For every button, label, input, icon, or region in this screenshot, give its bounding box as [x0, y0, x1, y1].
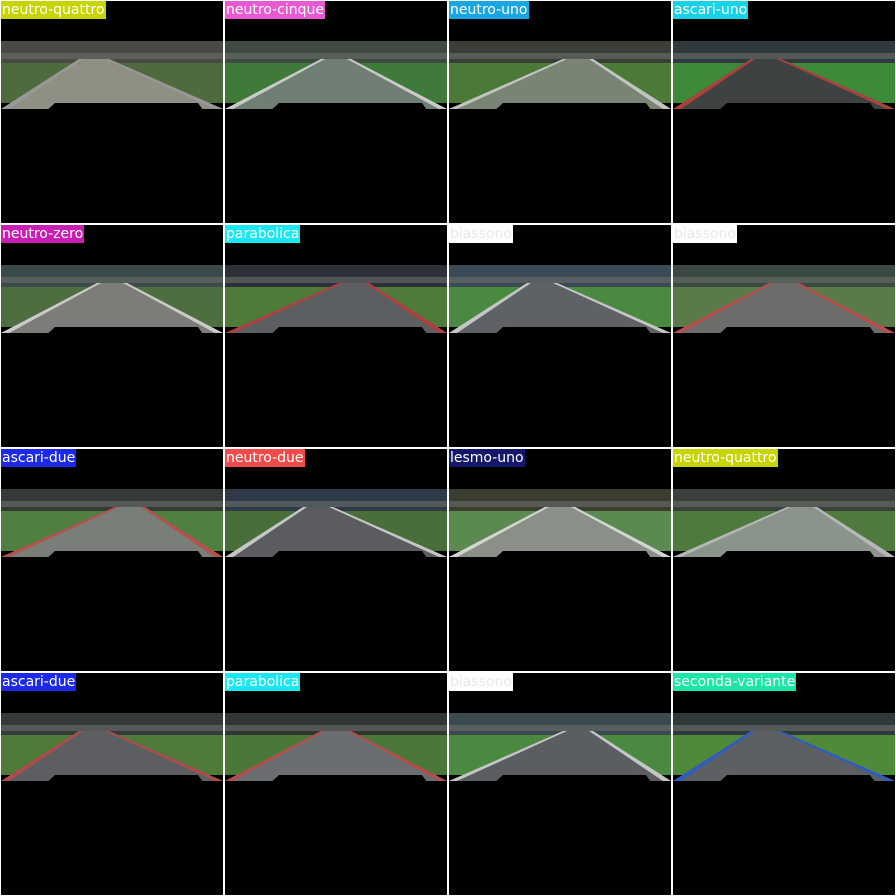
sector-label: neutro-cinque — [225, 1, 326, 19]
camera-frame-tile: neutro-quattro — [673, 449, 895, 671]
sector-label: neutro-zero — [1, 225, 85, 243]
sector-label: neutro-due — [225, 449, 305, 467]
camera-frame-tile: neutro-zero — [1, 225, 223, 447]
camera-frame-tile: biassono — [449, 225, 671, 447]
camera-frame-tile: ascari-uno — [673, 1, 895, 223]
onboard-camera-image — [225, 225, 447, 447]
sector-label: lesmo-uno — [449, 449, 525, 467]
onboard-camera-image — [449, 449, 671, 671]
onboard-camera-image — [449, 225, 671, 447]
onboard-camera-image — [449, 1, 671, 223]
sector-label: parabolica — [225, 225, 301, 243]
sector-label: biassono — [449, 225, 513, 243]
camera-frame-tile: neutro-due — [225, 449, 447, 671]
sector-label: neutro-quattro — [1, 1, 106, 19]
camera-frame-tile: parabolica — [225, 225, 447, 447]
camera-frame-tile: biassono — [449, 673, 671, 895]
sector-label: neutro-quattro — [673, 449, 778, 467]
camera-frame-tile: neutro-quattro — [1, 1, 223, 223]
onboard-camera-image — [1, 673, 223, 895]
sector-label: ascari-due — [1, 449, 77, 467]
camera-frame-tile: lesmo-uno — [449, 449, 671, 671]
onboard-camera-image — [673, 673, 895, 895]
sector-label: neutro-uno — [449, 1, 529, 19]
onboard-camera-image — [225, 673, 447, 895]
onboard-camera-image — [1, 225, 223, 447]
onboard-camera-image — [673, 1, 895, 223]
camera-frame-tile: ascari-due — [1, 449, 223, 671]
sector-label: parabolica — [225, 673, 301, 691]
sector-label: biassono — [673, 225, 737, 243]
camera-frame-tile: neutro-uno — [449, 1, 671, 223]
onboard-camera-image — [225, 449, 447, 671]
onboard-camera-image — [1, 1, 223, 223]
camera-frame-tile: neutro-cinque — [225, 1, 447, 223]
camera-frame-tile: biassono — [673, 225, 895, 447]
onboard-camera-image — [225, 1, 447, 223]
sector-label: ascari-uno — [673, 1, 749, 19]
onboard-camera-image — [673, 449, 895, 671]
sector-label: seconda-variante — [673, 673, 797, 691]
onboard-camera-image — [673, 225, 895, 447]
sector-label: ascari-due — [1, 673, 77, 691]
onboard-camera-image — [449, 673, 671, 895]
onboard-camera-image — [1, 449, 223, 671]
camera-frame-tile: ascari-due — [1, 673, 223, 895]
camera-frame-tile: seconda-variante — [673, 673, 895, 895]
camera-frame-tile: parabolica — [225, 673, 447, 895]
sector-label: biassono — [449, 673, 513, 691]
